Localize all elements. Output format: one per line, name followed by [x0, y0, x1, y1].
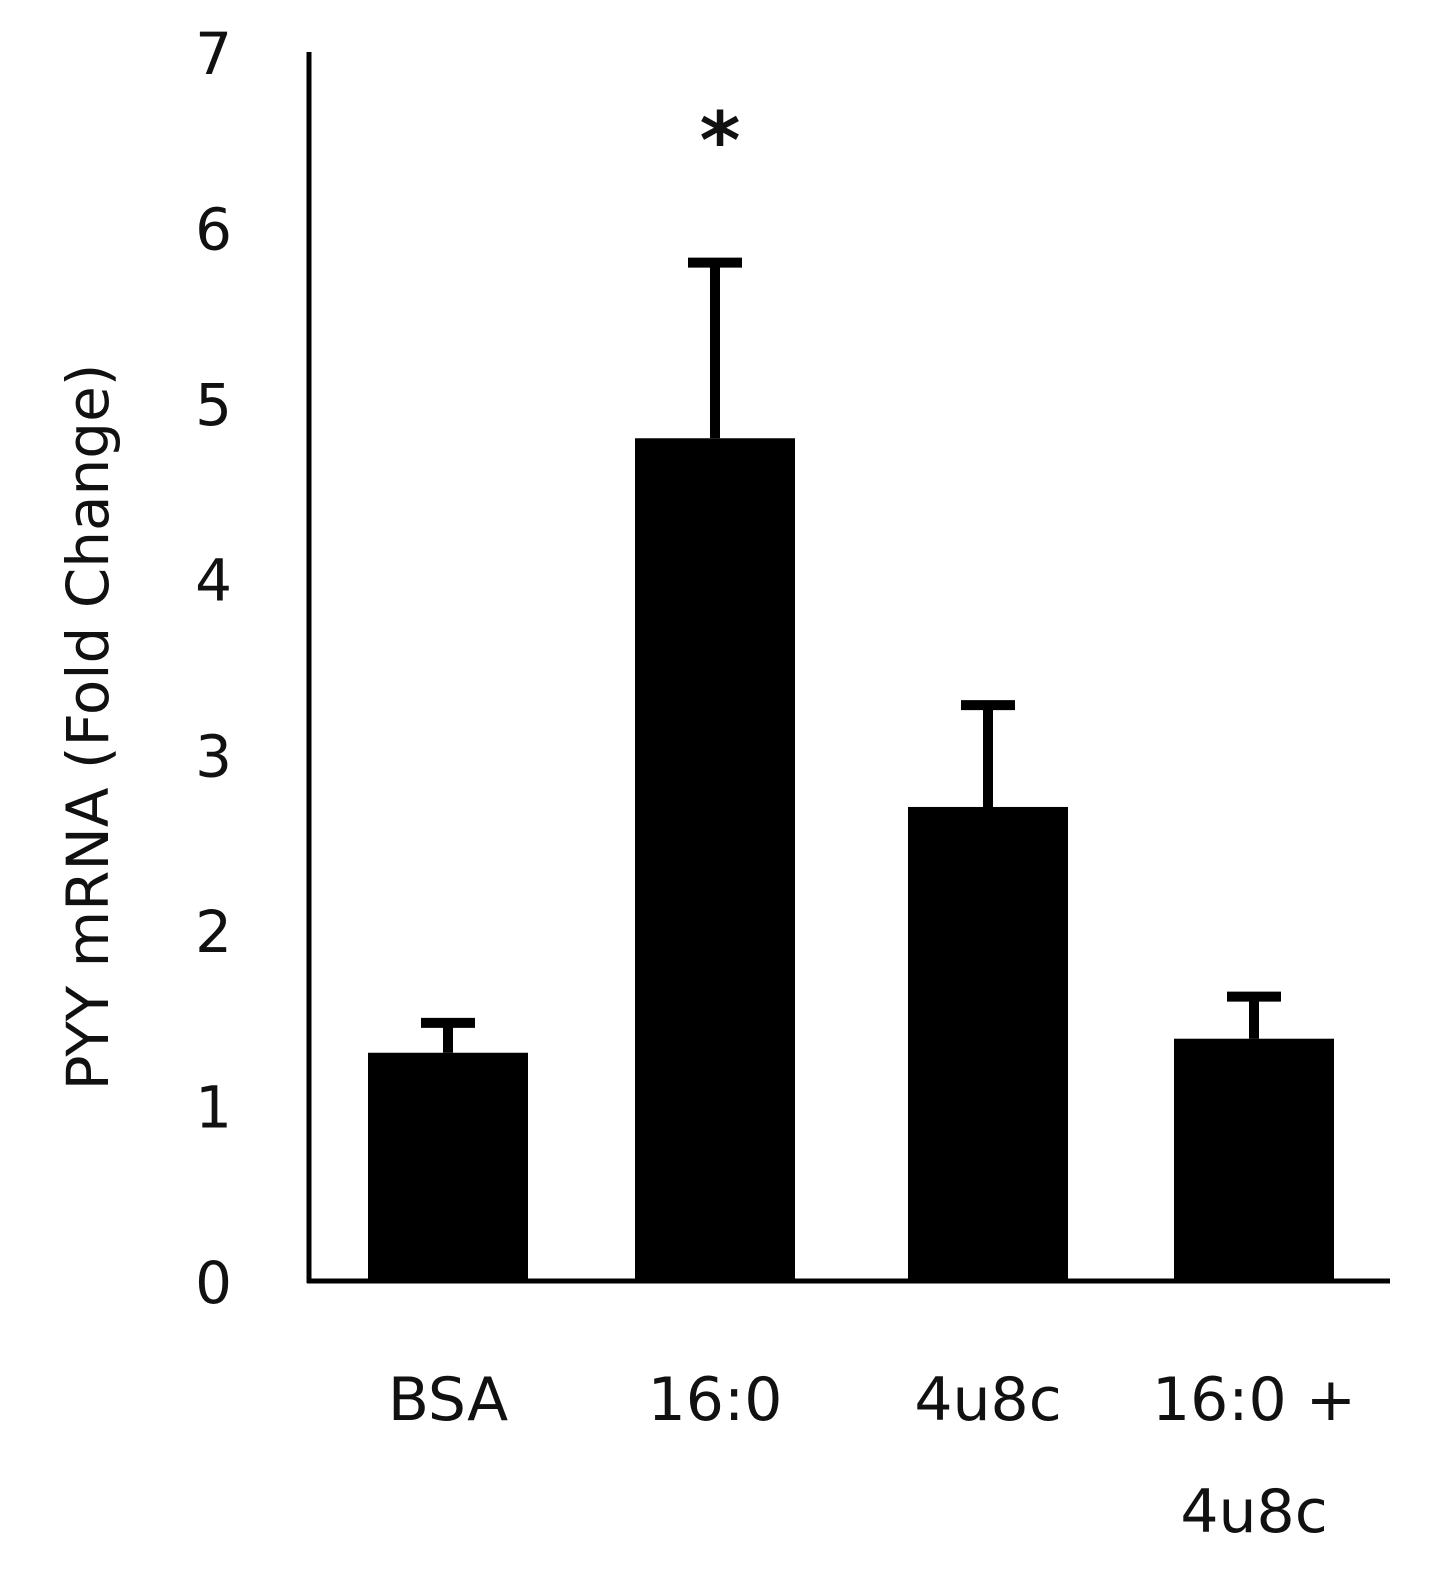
- bars: [368, 438, 1334, 1281]
- y-tick-label: 4: [195, 547, 232, 615]
- y-axis-title: PYY mRNA (Fold Change): [54, 364, 122, 1091]
- annotations: *: [700, 97, 741, 187]
- bar: [368, 1052, 528, 1281]
- category-label: BSA: [388, 1365, 508, 1435]
- y-tick-label: 6: [195, 196, 232, 264]
- category-label: 4u8c: [914, 1365, 1061, 1435]
- y-tick-label: 0: [195, 1249, 232, 1317]
- category-labels: BSA 16:0 4u8c 16:0 + 4u8c: [388, 1365, 1356, 1547]
- y-tick-label: 7: [195, 20, 232, 88]
- bar: [1174, 1038, 1334, 1281]
- y-tick-labels: 0 1 2 3 4 5 6 7: [195, 20, 232, 1317]
- category-label: 4u8c: [1180, 1477, 1327, 1547]
- error-bars: [421, 257, 1281, 1053]
- category-label: 16:0: [648, 1365, 783, 1435]
- y-tick-label: 3: [195, 722, 232, 790]
- bar: [908, 806, 1068, 1281]
- significance-marker: *: [700, 97, 741, 187]
- category-label: 16:0 +: [1152, 1365, 1356, 1435]
- y-tick-label: 1: [195, 1073, 232, 1141]
- bar: [635, 438, 795, 1281]
- y-tick-label: 5: [195, 371, 232, 439]
- y-tick-label: 2: [195, 898, 232, 966]
